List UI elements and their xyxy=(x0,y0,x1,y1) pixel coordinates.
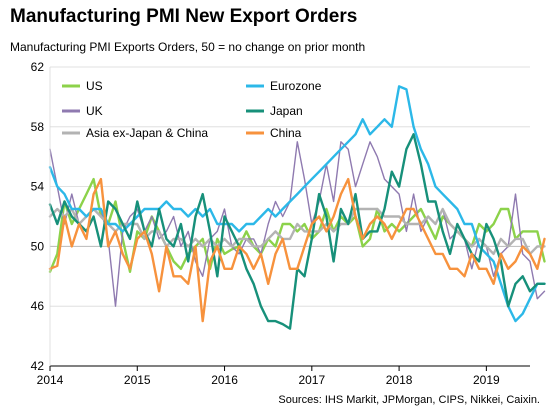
axes: 42 46 50 54 58 62 2014 2015 2016 2017 2018 2019 xyxy=(31,60,530,387)
series-line-eurozone xyxy=(48,85,546,323)
legend-label-asia-ex-japan-china: Asia ex-Japan & China xyxy=(86,126,208,140)
legend-label-uk: UK xyxy=(86,104,103,118)
x-tick-label: 2018 xyxy=(386,373,413,387)
x-tick-label: 2019 xyxy=(473,373,500,387)
y-tick-label: 42 xyxy=(31,359,45,373)
y-tick-label: 62 xyxy=(31,60,45,74)
legend-label-us: US xyxy=(86,79,103,93)
chart-title: Manufacturing PMI New Export Orders xyxy=(10,6,358,27)
y-tick-label: 54 xyxy=(31,180,45,194)
y-tick-label: 58 xyxy=(31,120,45,134)
x-tick-label: 2017 xyxy=(298,373,325,387)
grid xyxy=(50,66,530,307)
x-tick-label: 2014 xyxy=(37,373,64,387)
legend-label-china: China xyxy=(270,126,302,140)
series-line-china xyxy=(48,177,546,323)
y-tick-label: 46 xyxy=(31,299,45,313)
legend: US Eurozone UK Japan Asia ex-Japan & China Ch… xyxy=(62,79,322,140)
series-lines xyxy=(48,85,546,330)
source-note: Sources: IHS Markit, JPMorgan, CIPS, Nik… xyxy=(278,394,540,406)
chart-subtitle: Manufacturing PMI Exports Orders, 50 = n… xyxy=(10,40,366,54)
y-tick-label: 50 xyxy=(31,239,45,253)
legend-label-eurozone: Eurozone xyxy=(270,79,322,93)
x-tick-label: 2016 xyxy=(211,373,238,387)
x-tick-label: 2015 xyxy=(124,373,151,387)
legend-label-japan: Japan xyxy=(270,104,303,118)
